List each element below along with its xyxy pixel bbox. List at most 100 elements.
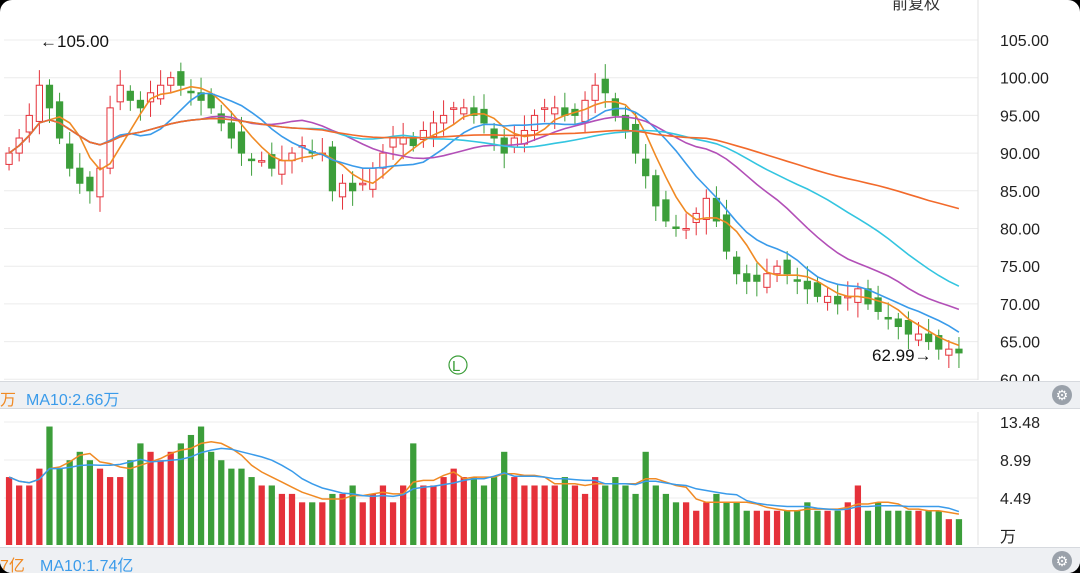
candle-body [945,348,953,356]
price-tick-label: 65.00 [1000,335,1040,352]
volume-bar [723,502,730,545]
price-tick-label: 90.00 [1000,146,1040,163]
candle-body [136,99,145,109]
volume-bar [228,468,235,545]
volume-bar [16,485,23,545]
amount-indicator-bar: 7亿 MA10:1.74亿 ⚙ [0,547,1080,573]
price-tick-label: 85.00 [1000,184,1040,201]
candle-body [823,295,832,303]
price-tick-label: 105.00 [1000,33,1049,50]
candle-body [914,333,923,341]
volume-bar [430,485,437,545]
amount-ma10-label: MA10:1.74亿 [40,558,134,573]
candle-body [359,182,367,186]
candle-body [611,98,620,116]
volume-bar [319,502,326,545]
candle-body [76,167,84,184]
volume-settings-icon[interactable]: ⚙ [1052,385,1072,405]
volume-bar [96,468,104,545]
volume-bar [874,502,882,545]
ma10-line [8,92,960,333]
volume-bar [248,477,255,545]
candle-body [722,214,731,252]
candle-body [490,128,498,139]
candle-body [813,282,822,297]
volume-indicator-bar: 万 MA10:2.66万 ⚙ [0,381,1080,409]
high-price-annotation: ←105.00 [40,32,109,51]
candle-body [530,114,539,131]
candle-body [207,93,215,109]
candle-body [773,265,781,275]
volume-bar [268,485,275,545]
volume-bar [258,485,265,545]
volume-bar [329,493,336,545]
volume-bar [440,477,447,545]
volume-bar [460,477,467,545]
price-tick-label: 100.00 [1000,71,1049,88]
volume-bar [389,502,397,545]
volume-bar [854,485,862,545]
candle-body [369,167,377,190]
candle-body [247,158,256,162]
candle-body [268,154,276,169]
volume-bar [127,460,134,545]
volume-bar [602,485,609,545]
volume-bar [703,502,710,545]
volume-bar [662,493,670,545]
candle-body [460,107,468,115]
candle-body [348,182,357,192]
volume-bar [672,502,680,545]
volume-bar [743,510,750,545]
candle-body [662,199,670,222]
volume-bar [784,510,791,545]
volume-bar [693,510,700,545]
candle-body [66,143,74,169]
volume-bar [632,493,639,545]
volume-bar [309,502,316,545]
candle-body [672,226,680,230]
volume-bar [369,493,376,545]
volume-bar [915,510,922,545]
volume-ma10-line [8,447,960,513]
volume-ma10-label: MA10:2.66万 [26,392,120,409]
volume-bar [622,485,629,545]
candle-body [35,84,44,122]
volume-bar [298,502,306,545]
volume-bar [26,485,33,545]
candle-body [652,175,660,207]
volume-bar [652,485,659,545]
volume-bar [804,502,811,545]
ma60-line [8,117,960,210]
candle-body [834,295,842,305]
volume-bar [197,426,205,545]
volume-bar [571,485,579,545]
volume-bar [56,468,63,545]
candle-body [156,84,165,100]
volume-bar [238,468,245,545]
volume-bar [521,485,528,545]
volume-bar [763,510,771,545]
candle-body [126,90,134,101]
amount-settings-icon[interactable]: ⚙ [1052,551,1072,571]
volume-bar [794,510,801,545]
candle-body [682,228,690,231]
volume-bar [86,460,94,545]
volume-bar [490,477,498,545]
candle-body [258,160,266,163]
candle-body [177,71,185,86]
volume-bar [753,510,760,545]
volume-tick-label: 13.48 [1000,415,1040,432]
volume-bar [349,485,356,545]
volume-bar [864,510,872,545]
volume-tick-label: 8.99 [1000,453,1031,470]
top-header-label: 前复权 [891,0,940,13]
volume-bar [379,485,387,545]
candle-body [399,137,407,145]
volume-bar [551,485,558,545]
volume-tick-label: 万 [1000,529,1016,546]
candle-body [732,256,741,275]
volume-bar [844,502,851,545]
volume-bar [682,502,690,545]
candle-body [591,84,599,101]
